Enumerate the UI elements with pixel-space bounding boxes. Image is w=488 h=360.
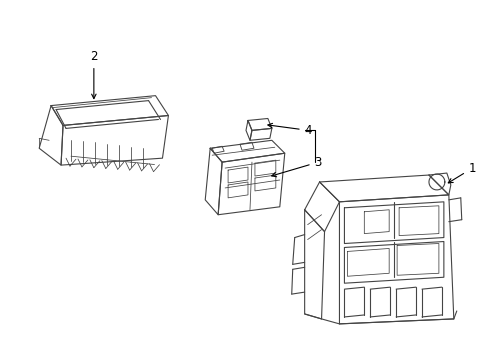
- Text: 2: 2: [90, 50, 98, 99]
- Text: 1: 1: [447, 162, 475, 183]
- Text: 4: 4: [267, 123, 311, 137]
- Text: 3: 3: [271, 156, 321, 177]
